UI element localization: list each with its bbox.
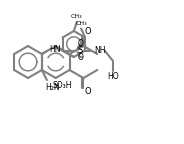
Text: CH₃: CH₃ <box>71 15 83 19</box>
Text: O: O <box>84 28 91 36</box>
Text: O: O <box>78 39 84 48</box>
Text: SO₃H: SO₃H <box>53 82 72 90</box>
Text: S: S <box>78 46 83 55</box>
Text: H₂N: H₂N <box>45 84 60 92</box>
Text: HN: HN <box>49 44 60 54</box>
Text: O: O <box>78 53 84 62</box>
Text: NH: NH <box>95 46 106 55</box>
Text: O: O <box>84 88 91 96</box>
Text: HO: HO <box>107 72 118 81</box>
Text: CH₃: CH₃ <box>75 21 87 26</box>
